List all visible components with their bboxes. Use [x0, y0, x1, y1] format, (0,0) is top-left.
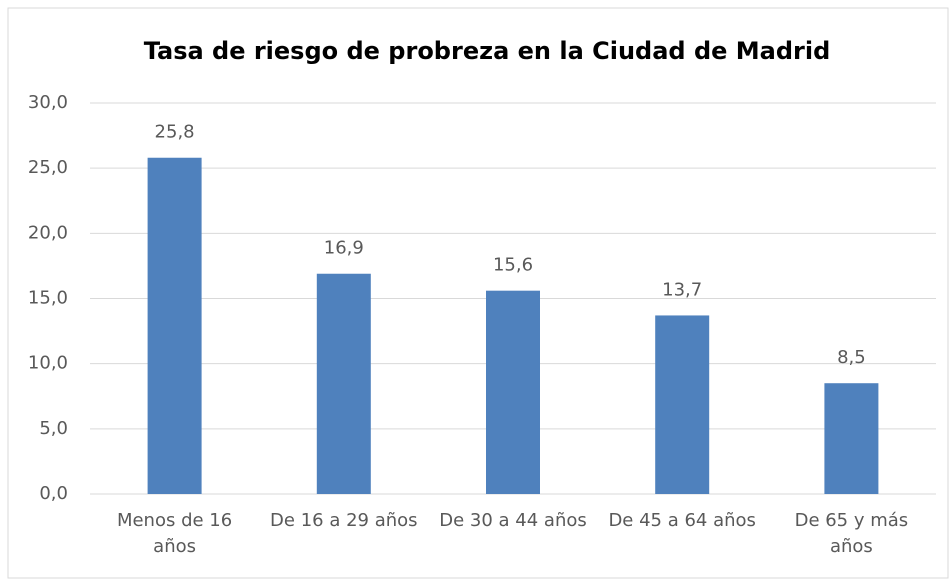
- x-tick-label: De 65 y más años: [794, 510, 909, 557]
- x-tick-label: De 45 a 64 años: [608, 510, 756, 531]
- data-label: 25,8: [155, 122, 195, 143]
- data-label: 16,9: [324, 238, 364, 259]
- x-tick-label: De 30 a 44 años: [439, 510, 587, 531]
- chart-title: Tasa de riesgo de probreza en la Ciudad …: [144, 37, 831, 65]
- y-tick-label: 20,0: [28, 222, 68, 243]
- bar: [824, 383, 879, 494]
- x-tick-label: De 16 a 29 años: [270, 510, 418, 531]
- y-tick-label: 10,0: [28, 353, 68, 374]
- y-tick-label: 30,0: [28, 92, 68, 113]
- y-tick-label: 5,0: [39, 418, 68, 439]
- y-tick-label: 15,0: [28, 288, 68, 309]
- bar: [486, 290, 540, 494]
- bar: [316, 273, 371, 494]
- data-label: 13,7: [662, 279, 702, 300]
- y-tick-label: 0,0: [39, 483, 68, 504]
- bar: [655, 315, 710, 494]
- bar: [147, 157, 202, 495]
- y-tick-label: 25,0: [28, 157, 68, 178]
- data-label: 8,5: [837, 347, 866, 368]
- x-tick-label: Menos de 16 años: [116, 510, 233, 557]
- data-label: 15,6: [493, 255, 533, 276]
